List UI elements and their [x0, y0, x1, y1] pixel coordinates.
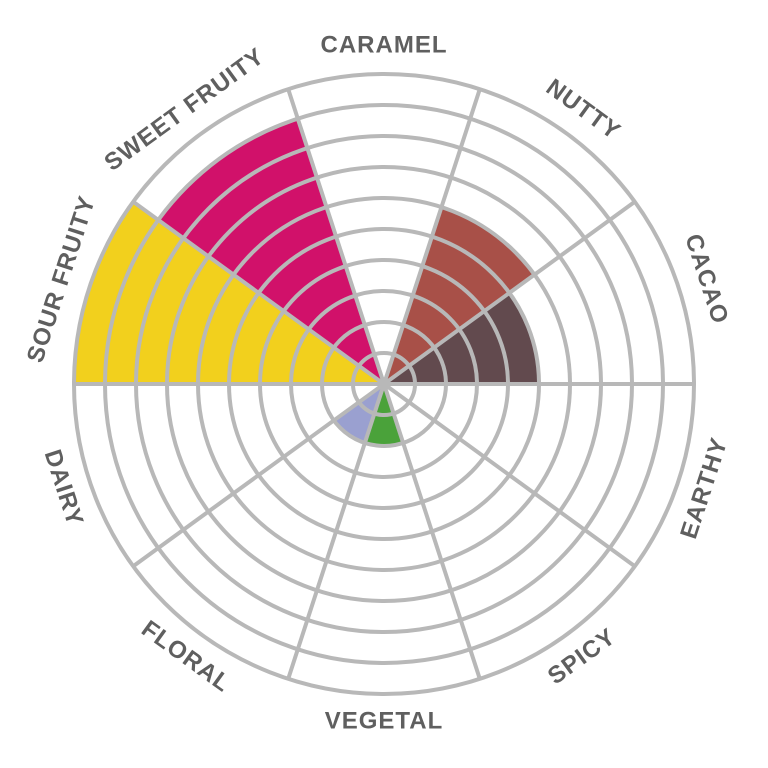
- label-spicy: SPICY: [543, 623, 621, 690]
- label-caramel: CARAMEL: [321, 31, 448, 58]
- label-nutty: NUTTY: [541, 74, 626, 146]
- label-vegetal: VEGETAL: [325, 707, 444, 734]
- label-earthy: EARTHY: [675, 434, 733, 542]
- label-floral: FLORAL: [136, 615, 235, 698]
- flavor-wheel-chart: CARAMELNUTTYCACAOEARTHYSPICYVEGETALFLORA…: [0, 0, 768, 768]
